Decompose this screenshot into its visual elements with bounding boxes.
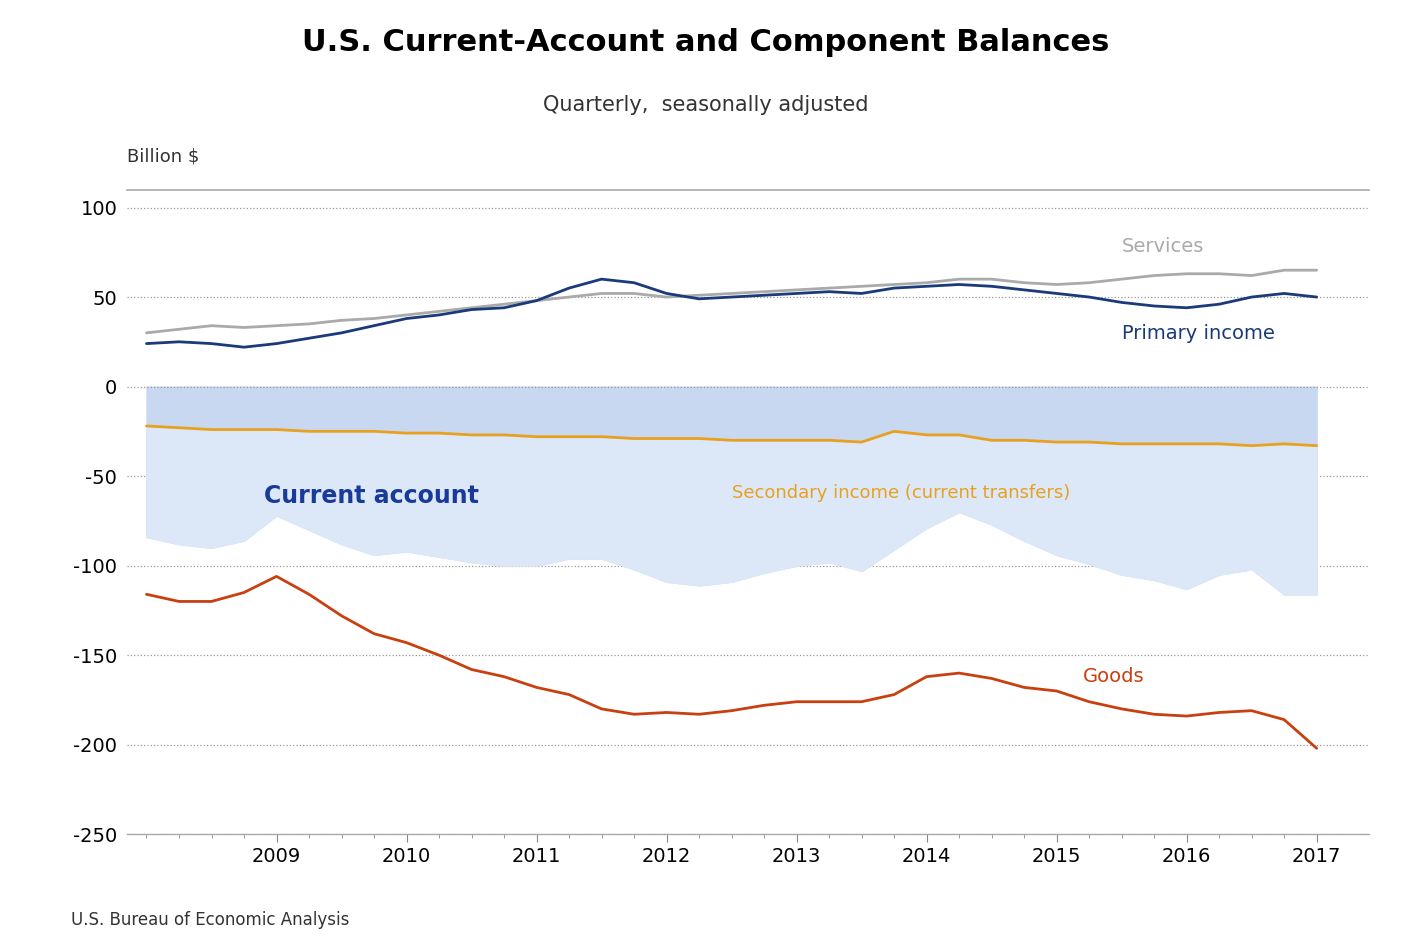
Text: Quarterly,  seasonally adjusted: Quarterly, seasonally adjusted [543,95,868,115]
Text: U.S. Bureau of Economic Analysis: U.S. Bureau of Economic Analysis [71,911,349,929]
Text: Goods: Goods [1082,667,1144,686]
Text: Billion $: Billion $ [127,148,199,166]
Text: Primary income: Primary income [1122,324,1274,343]
Text: Current account: Current account [264,484,478,508]
Text: Secondary income (current transfers): Secondary income (current transfers) [731,483,1070,501]
Text: U.S. Current-Account and Component Balances: U.S. Current-Account and Component Balan… [302,28,1109,58]
Text: Services: Services [1122,237,1204,256]
